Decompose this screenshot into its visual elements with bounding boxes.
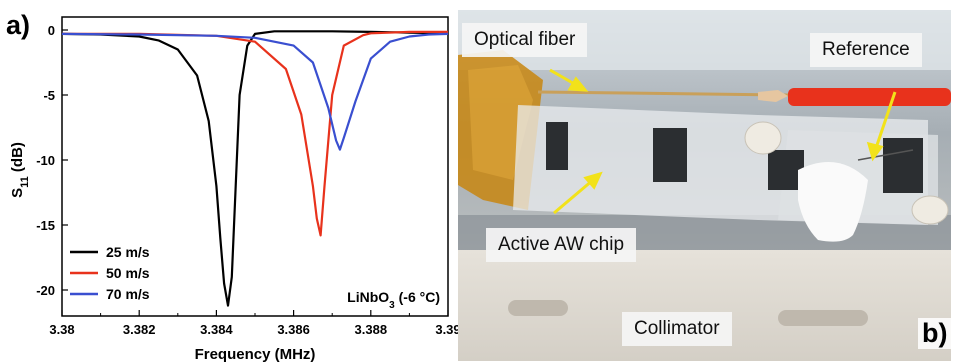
legend: 25 m/s 50 m/s 70 m/s: [70, 244, 150, 302]
arrowhead-optical-fiber: [567, 76, 589, 92]
fiber-jacket: [788, 88, 951, 106]
x-tick-label: 3.38: [49, 322, 74, 337]
y-axis-label: S11 (dB): [9, 142, 31, 198]
legend-label-0: 25 m/s: [106, 244, 150, 260]
arrow-reference: [874, 91, 897, 149]
arrowhead-reference: [866, 141, 884, 162]
x-tick-label: 3.39: [435, 322, 458, 337]
x-tick-label: 3.388: [355, 322, 388, 337]
x-tick-label: 3.384: [200, 322, 233, 337]
y-tick-label: -15: [36, 218, 55, 233]
callout-collimator: Collimator: [622, 312, 732, 346]
reference-wire: [857, 149, 914, 161]
electrode-left: [546, 122, 568, 170]
x-tick-label: 3.382: [123, 322, 156, 337]
optical-fiber: [537, 90, 789, 97]
callout-optical-fiber: Optical fiber: [462, 23, 588, 57]
series-line-2: [61, 32, 449, 151]
series-lines: [61, 30, 449, 307]
s11-chart: a) 3.38 3.382 3.384 3.386 3.388 3.39 0 -5 -10 -15…: [6, 10, 458, 363]
y-tick-label: -20: [36, 283, 55, 298]
material-label: LiNbO3 (-6 °C): [347, 289, 440, 311]
reference-ice: [798, 162, 868, 242]
callout-active-chip: Active AW chip: [486, 228, 637, 262]
series-line-1: [62, 30, 448, 237]
setup-photo: Optical fiber Reference Active AW chip C…: [458, 10, 951, 361]
electrode-right: [883, 138, 923, 193]
y-tick-label: -5: [43, 88, 55, 103]
arrow-active-chip: [553, 178, 594, 215]
fiber-connector: [758, 90, 788, 102]
y-tick-label: 0: [48, 23, 55, 38]
x-axis-label: Frequency (MHz): [195, 346, 316, 363]
callout-arrows: [549, 68, 897, 215]
foam-slot-right: [778, 310, 868, 326]
panel-label-b: b): [918, 318, 951, 349]
legend-label-2: 70 m/s: [106, 286, 150, 302]
arrowhead-active-chip: [583, 171, 603, 190]
screw-right: [911, 195, 949, 225]
panel-label-a: a): [6, 10, 30, 40]
series-line-0: [61, 30, 449, 307]
electrode-center: [653, 128, 687, 182]
screw-left: [744, 121, 782, 155]
y-tick-label: -10: [36, 153, 55, 168]
foam-slot-left: [508, 300, 568, 316]
callout-reference: Reference: [810, 33, 922, 67]
legend-label-1: 50 m/s: [106, 265, 150, 281]
x-tick-label: 3.386: [277, 322, 310, 337]
